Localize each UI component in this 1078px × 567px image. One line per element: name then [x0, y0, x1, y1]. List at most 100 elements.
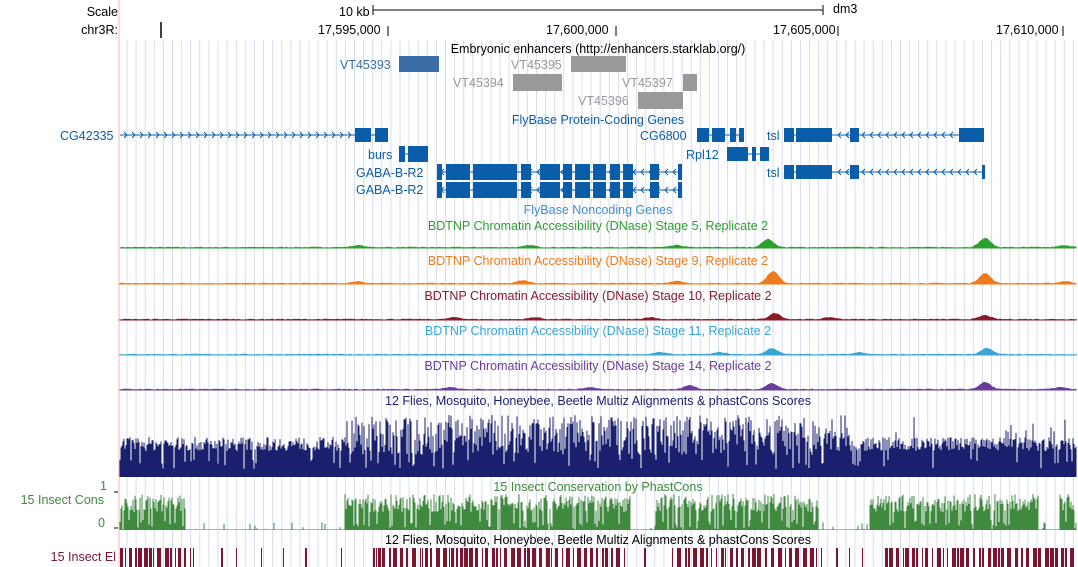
strand-arrow: [877, 168, 882, 176]
conserved-element: [960, 548, 964, 567]
conserved-element: [393, 548, 397, 567]
conserved-element: [341, 548, 342, 567]
protein-coding-track-title[interactable]: FlyBase Protein-Coding Genes: [511, 113, 685, 127]
conserved-element: [1033, 548, 1037, 567]
strand-arrow: [909, 131, 914, 139]
conserved-element: [821, 548, 822, 567]
strand-arrow: [925, 168, 930, 176]
conserved-element: [795, 548, 799, 567]
conserved-element: [496, 548, 498, 567]
ruler-position-label: 17,605,000: [773, 23, 836, 37]
scale-label: Scale: [86, 5, 118, 19]
conserved-element: [157, 548, 161, 567]
gene-exon: [623, 164, 633, 180]
gene-exon: [355, 128, 371, 142]
strand-arrow: [187, 131, 192, 139]
strand-arrow: [147, 131, 152, 139]
conserved-element: [389, 548, 391, 567]
gene-exon: [575, 182, 590, 198]
conserved-element: [546, 548, 550, 567]
strand-arrow: [893, 131, 898, 139]
conservation-track-title[interactable]: 15 Insect Conservation by PhastCons: [493, 480, 703, 494]
dnase-track-title[interactable]: BDTNP Chromatin Accessibility (DNase) St…: [424, 359, 772, 373]
gene-exon: [563, 182, 572, 198]
multiz-track-title[interactable]: 12 Flies, Mosquito, Honeybee, Beetle Mul…: [385, 394, 811, 408]
enhancer-item-label[interactable]: VT45396: [578, 94, 629, 108]
dnase-track-title[interactable]: BDTNP Chromatin Accessibility (DNase) St…: [427, 219, 769, 233]
strand-arrow: [155, 131, 160, 139]
conserved-element: [644, 548, 646, 567]
strand-arrow: [941, 131, 946, 139]
strand-arrow: [283, 131, 288, 139]
conserved-element: [947, 548, 948, 567]
conserved-element: [566, 548, 570, 567]
conserved-element: [193, 548, 194, 567]
conserved-element: [165, 548, 169, 567]
conservation-side-label[interactable]: 15 Insect Cons: [20, 493, 104, 507]
conserved-element: [261, 548, 262, 567]
gene-label[interactable]: CG42335: [60, 129, 114, 143]
enhancer-item-label[interactable]: VT45394: [453, 76, 504, 90]
conserved-element: [1038, 548, 1041, 567]
gene-label[interactable]: tsl: [767, 129, 780, 143]
dnase-track-title[interactable]: BDTNP Chromatin Accessibility (DNase) St…: [427, 254, 769, 268]
conserved-element: [771, 548, 774, 567]
conserved-element: [221, 548, 223, 567]
enhancer-item-label[interactable]: VT45397: [622, 76, 673, 90]
enhancer-item-label[interactable]: VT45395: [511, 58, 562, 72]
dnase-track-title[interactable]: BDTNP Chromatin Accessibility (DNase) St…: [424, 289, 772, 303]
enhancer-item-label[interactable]: VT45393: [340, 58, 391, 72]
strand-arrow: [837, 168, 842, 176]
strand-arrow: [917, 168, 922, 176]
noncoding-track-title[interactable]: FlyBase Noncoding Genes: [523, 203, 673, 217]
gene-label[interactable]: GABA-B-R2: [356, 166, 424, 180]
conserved-element: [979, 548, 981, 567]
strand-arrow: [957, 168, 962, 176]
conserved-element: [785, 548, 786, 567]
conserved-element: [129, 548, 132, 567]
gene-exon: [575, 164, 590, 180]
conserved-element: [757, 548, 761, 567]
gene-exon: [850, 128, 859, 142]
strand-arrow: [941, 168, 946, 176]
conserved-element: [449, 548, 450, 567]
dnase-track-title[interactable]: BDTNP Chromatin Accessibility (DNase) St…: [424, 324, 772, 338]
gene-exon: [650, 182, 659, 198]
conserved-element: [125, 548, 126, 567]
conserved-element: [475, 548, 478, 567]
strand-arrow: [861, 168, 866, 176]
gene-label[interactable]: burs: [368, 148, 393, 162]
gene-exon: [408, 146, 428, 162]
conserved-element: [1050, 548, 1054, 567]
conserved-element: [922, 548, 923, 567]
conserved-element: [716, 548, 717, 567]
strand-arrow: [243, 131, 248, 139]
elements-track-title[interactable]: 12 Flies, Mosquito, Honeybee, Beetle Mul…: [385, 533, 811, 547]
gene-exon: [399, 146, 405, 162]
chrom-label: chr3R:: [81, 23, 118, 37]
gene-exon: [610, 164, 620, 180]
gene-label[interactable]: Rpl12: [686, 148, 719, 162]
enhancer-track-title[interactable]: Embryonic enhancers (http://enhancers.st…: [450, 42, 746, 56]
conserved-element: [706, 548, 708, 567]
conserved-element: [988, 548, 991, 567]
conserved-element: [966, 548, 969, 567]
gene-exon: [760, 147, 769, 161]
conserved-element: [590, 548, 593, 567]
gene-label[interactable]: tsl: [767, 166, 780, 180]
strand-arrow: [163, 131, 168, 139]
strand-arrow: [347, 131, 352, 139]
gene-exon: [727, 147, 748, 161]
conserved-element: [517, 548, 521, 567]
gene-label[interactable]: GABA-B-R2: [356, 183, 424, 197]
elements-side-label[interactable]: 15 Insect El: [50, 550, 116, 564]
conserved-element: [1065, 548, 1067, 567]
gene-label[interactable]: CG6800: [640, 129, 687, 143]
strand-arrow: [861, 131, 866, 139]
conserved-element: [789, 548, 792, 567]
conserved-element: [721, 548, 724, 567]
conserved-element: [451, 548, 454, 567]
strand-arrow: [933, 131, 938, 139]
